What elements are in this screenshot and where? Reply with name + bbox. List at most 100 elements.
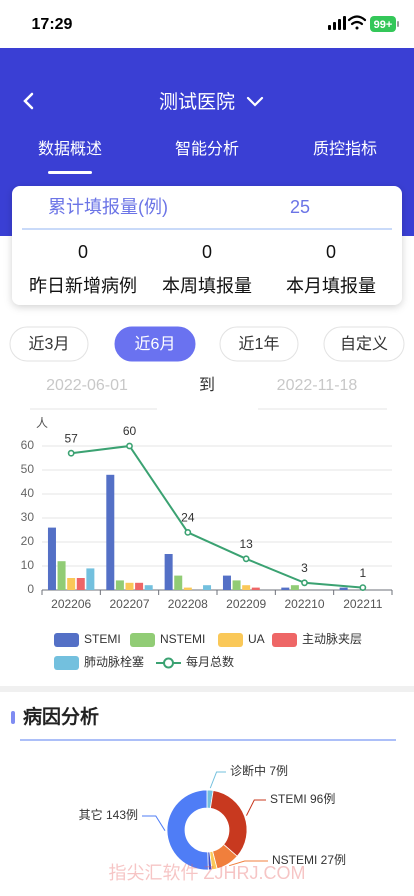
tab[interactable]: 数据概述: [38, 140, 102, 158]
slice-label: 诊断中 7例: [230, 763, 288, 778]
end-date[interactable]: 2022-11-18: [277, 377, 358, 394]
section-icon: [11, 711, 15, 724]
total-value: 25: [290, 197, 310, 217]
bar: [76, 578, 85, 590]
battery: [370, 16, 396, 32]
start-date[interactable]: 2022-06-01: [46, 377, 128, 394]
filter-chip[interactable]: [9, 326, 89, 362]
legend-swatch: [130, 633, 155, 647]
x-tick-label: 202207: [109, 597, 149, 611]
legend-swatch: [272, 633, 297, 647]
legend-swatch: [54, 656, 79, 670]
legend-label[interactable]: 肺动脉栓塞: [84, 654, 144, 669]
bar: [203, 585, 212, 590]
back-button[interactable]: [23, 92, 34, 110]
bar: [125, 582, 134, 590]
data-label: 13: [239, 537, 253, 551]
legend-marker: [163, 657, 174, 669]
legend-label[interactable]: NSTEMI: [160, 632, 205, 646]
wifi-icon: [347, 15, 367, 30]
bar: [106, 474, 115, 590]
bar: [144, 585, 153, 590]
stat-value: 0: [78, 242, 88, 262]
bar: [86, 568, 95, 590]
filter-chip[interactable]: [114, 326, 196, 362]
legend-swatch: [54, 633, 79, 647]
y-tick-label: 10: [21, 558, 35, 572]
bar: [183, 587, 192, 590]
bar: [115, 580, 124, 590]
label-leader: [228, 860, 268, 867]
x-tick-label: 202208: [168, 597, 208, 611]
time: 17:29: [32, 16, 73, 33]
filter-label[interactable]: 自定义: [340, 335, 388, 353]
stat-label: 本月填报量: [286, 276, 376, 296]
legend-label[interactable]: STEMI: [84, 632, 121, 646]
tab[interactable]: 智能分析: [175, 140, 239, 158]
bar: [251, 587, 260, 590]
x-tick-label: 202211: [343, 597, 382, 611]
line-point: [67, 449, 75, 457]
donut-slice: [209, 790, 248, 857]
stat-label: 昨日新增病例: [29, 276, 137, 296]
bar: [135, 582, 144, 590]
y-axis-title: 人: [36, 416, 48, 430]
data-label: 3: [301, 561, 308, 575]
data-label: 1: [359, 566, 366, 580]
bar: [57, 561, 66, 590]
y-tick-label: 30: [21, 510, 35, 524]
line-point: [242, 555, 250, 563]
donut-chart: 诊断中 7例 STEMI 96例 NSTEMI 27例 其它 143例: [79, 763, 346, 871]
section-separator: [0, 686, 414, 692]
bar: [174, 575, 183, 590]
slice-label: NSTEMI 27例: [272, 853, 346, 867]
data-label: 57: [64, 431, 78, 445]
label-leader: [246, 799, 266, 816]
date-separator: 到: [199, 376, 215, 394]
line-point: [184, 529, 192, 536]
y-tick-label: 60: [21, 438, 35, 452]
tab[interactable]: 质控指标: [313, 140, 377, 158]
legend-label[interactable]: UA: [248, 632, 265, 646]
legend-label[interactable]: 主动脉夹层: [302, 631, 362, 646]
bar: [232, 580, 241, 590]
total-label: 累计填报量(例): [48, 197, 168, 217]
total-line: [71, 444, 363, 589]
bar: [281, 587, 290, 590]
line-point: [126, 442, 133, 450]
legend-label[interactable]: 每月总数: [186, 654, 234, 669]
line-point: [301, 579, 308, 587]
legend-swatch: [218, 633, 243, 647]
bar: [222, 575, 231, 590]
stat-label: 本周填报量: [162, 276, 252, 296]
battery-level: 99+: [374, 19, 393, 31]
signal-icon: [328, 16, 346, 30]
hospital-title[interactable]: 测试医院: [159, 91, 235, 113]
summary-card: [12, 186, 402, 305]
label-leader: [142, 815, 166, 831]
bar: [339, 587, 348, 590]
x-tick-label: 202209: [226, 597, 266, 611]
stat-value: 0: [326, 242, 336, 262]
filter-label[interactable]: 近1年: [239, 335, 280, 353]
filter-chip[interactable]: [323, 326, 405, 362]
watermark: 指尖汇软件 ZJHRJ.COM: [109, 863, 306, 883]
donut-slice: [166, 789, 209, 871]
data-label: 24: [181, 511, 195, 525]
dropdown-arrow[interactable]: [246, 96, 264, 107]
bar: [47, 527, 56, 590]
line-point: [359, 584, 367, 591]
data-label: 60: [123, 424, 137, 438]
filter-chip[interactable]: [219, 326, 299, 362]
y-tick-label: 0: [27, 582, 34, 596]
filter-label[interactable]: 近6月: [135, 335, 176, 353]
x-tick-label: 202206: [51, 597, 91, 611]
slice-label: 其它 143例: [79, 807, 138, 822]
y-tick-label: 40: [21, 486, 35, 500]
bar: [164, 554, 173, 590]
bar-line-chart: 人 0 10 20 30 40 50 60 202206 202207 202208 202209 20…: [21, 416, 393, 670]
filter-label[interactable]: 近3月: [29, 335, 70, 353]
y-tick-label: 50: [21, 462, 35, 476]
